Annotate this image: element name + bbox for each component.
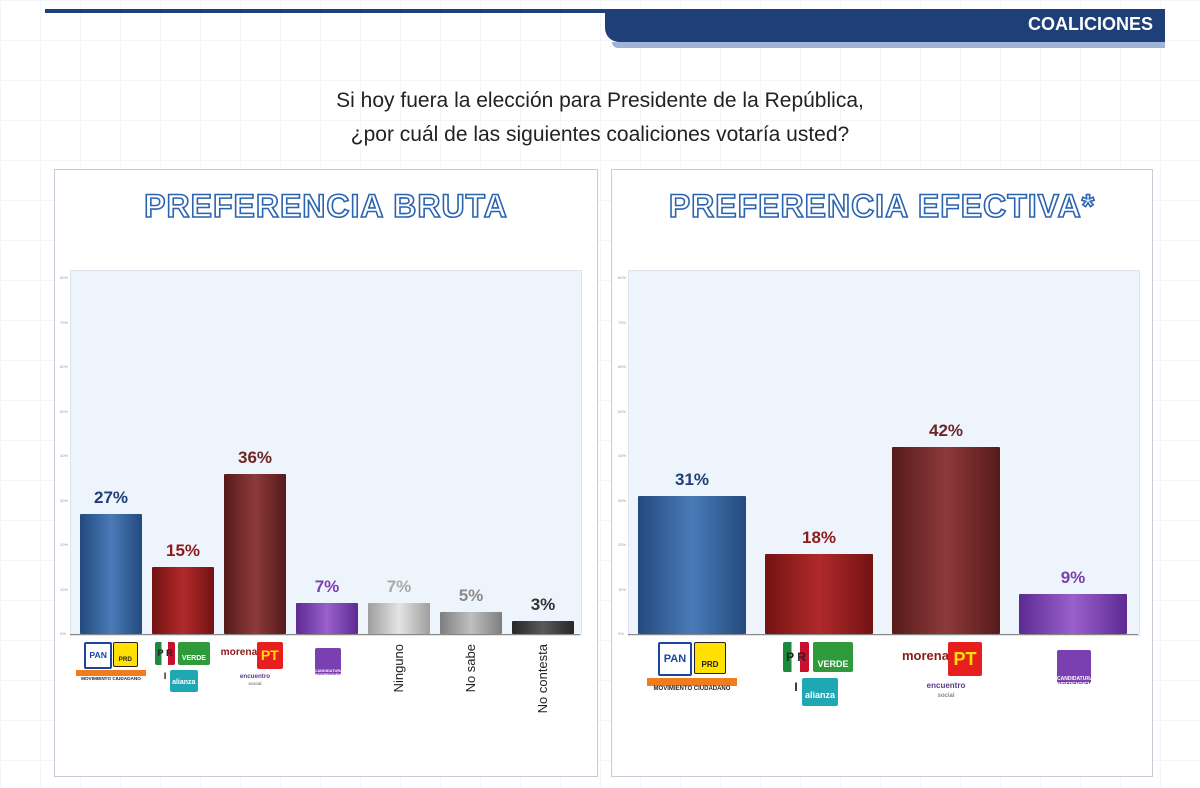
data-label: 5% <box>458 585 484 605</box>
data-label: 18% <box>801 527 837 547</box>
y-tick-label: 20% <box>60 542 69 547</box>
y-tick-label: 40% <box>60 453 69 458</box>
verde-logo: VERDE <box>813 642 853 672</box>
pri-logo: P R I <box>154 642 176 681</box>
independent-logo: CANDIDATURA INDEPENDIENTE <box>1057 650 1098 688</box>
y-tick-label: 50% <box>60 408 69 414</box>
data-label: 9% <box>1060 567 1086 587</box>
bar <box>1019 593 1127 634</box>
data-label: 15% <box>165 541 201 561</box>
es-sub-logo: social <box>937 693 955 699</box>
y-tick-label: 60% <box>60 364 69 369</box>
y-tick-label: 20% <box>618 542 627 547</box>
category-label: No contesta <box>535 644 550 714</box>
bar <box>152 567 214 634</box>
es-logo: encuentro <box>239 672 271 680</box>
y-tick-label: 60% <box>618 364 627 369</box>
x-axis-line <box>70 634 580 635</box>
section-tab-label: COALICIONES <box>1027 14 1153 34</box>
y-tick-label: 70% <box>618 319 627 325</box>
data-label: 36% <box>237 447 273 467</box>
question: Si hoy fuera la elección para Presidente… <box>200 84 1000 152</box>
section-tab: COALICIONES <box>605 9 1165 42</box>
prd-logo: PRD <box>112 642 138 668</box>
data-label: 3% <box>530 594 556 614</box>
category-label: Ninguno <box>391 644 406 693</box>
bar <box>765 553 873 634</box>
bar <box>892 447 1000 634</box>
alianza-logo: alianza <box>802 678 838 706</box>
pri-logo: P R I <box>783 642 809 694</box>
mc-logo: MOVIMIENTO CIUDADANO <box>75 670 147 693</box>
independent-logo: CANDIDATURA INDEPENDIENTE <box>314 648 346 677</box>
data-label: 7% <box>386 576 412 596</box>
y-tick-label: 40% <box>618 453 627 458</box>
y-tick-label: 0% <box>618 631 624 636</box>
chart-title: PREFERENCIA BRUTA <box>143 187 508 225</box>
data-label: 42% <box>928 421 964 441</box>
data-label: 27% <box>93 487 129 507</box>
bar <box>80 513 142 634</box>
y-tick-label: 80% <box>60 275 69 280</box>
es-logo: encuentro <box>926 681 966 690</box>
bar <box>638 496 746 634</box>
data-label: 7% <box>314 576 340 596</box>
y-tick-label: 30% <box>60 497 69 503</box>
bar <box>224 473 286 634</box>
bar <box>512 620 574 634</box>
mc-logo: MOVIMIENTO CIUDADANO <box>647 678 737 708</box>
question-line-2: ¿por cuál de las siguientes coaliciones … <box>350 123 850 146</box>
pt-logo: PT <box>948 642 982 676</box>
y-tick-label: 50% <box>618 408 627 414</box>
bar <box>368 602 430 634</box>
y-tick-label: 70% <box>60 319 69 325</box>
pt-logo: PT <box>256 642 284 669</box>
y-tick-label: 30% <box>618 497 627 503</box>
y-tick-label: 10% <box>618 586 627 592</box>
pan-logo: PAN <box>84 642 112 670</box>
bar <box>440 611 502 634</box>
x-axis-line <box>628 634 1138 635</box>
data-label: 31% <box>674 470 710 490</box>
question-line-1: Si hoy fuera la elección para Presidente… <box>336 89 864 112</box>
alianza-logo: alianza <box>169 670 198 692</box>
pan-logo: PAN <box>658 642 692 676</box>
section-tab-accent <box>612 42 1165 48</box>
morena-logo: morena <box>902 648 949 663</box>
es-sub-logo: social <box>248 681 262 686</box>
category-label: No sabe <box>463 644 478 693</box>
chart-title: PREFERENCIA EFECTIVA* <box>668 187 1096 225</box>
prd-logo: PRD <box>694 642 726 674</box>
morena-logo: morena <box>220 647 258 659</box>
y-tick-label: 80% <box>618 275 627 280</box>
bar <box>296 602 358 634</box>
verde-logo: VERDE <box>178 642 210 666</box>
y-tick-label: 0% <box>60 631 66 636</box>
y-tick-label: 10% <box>60 586 69 592</box>
